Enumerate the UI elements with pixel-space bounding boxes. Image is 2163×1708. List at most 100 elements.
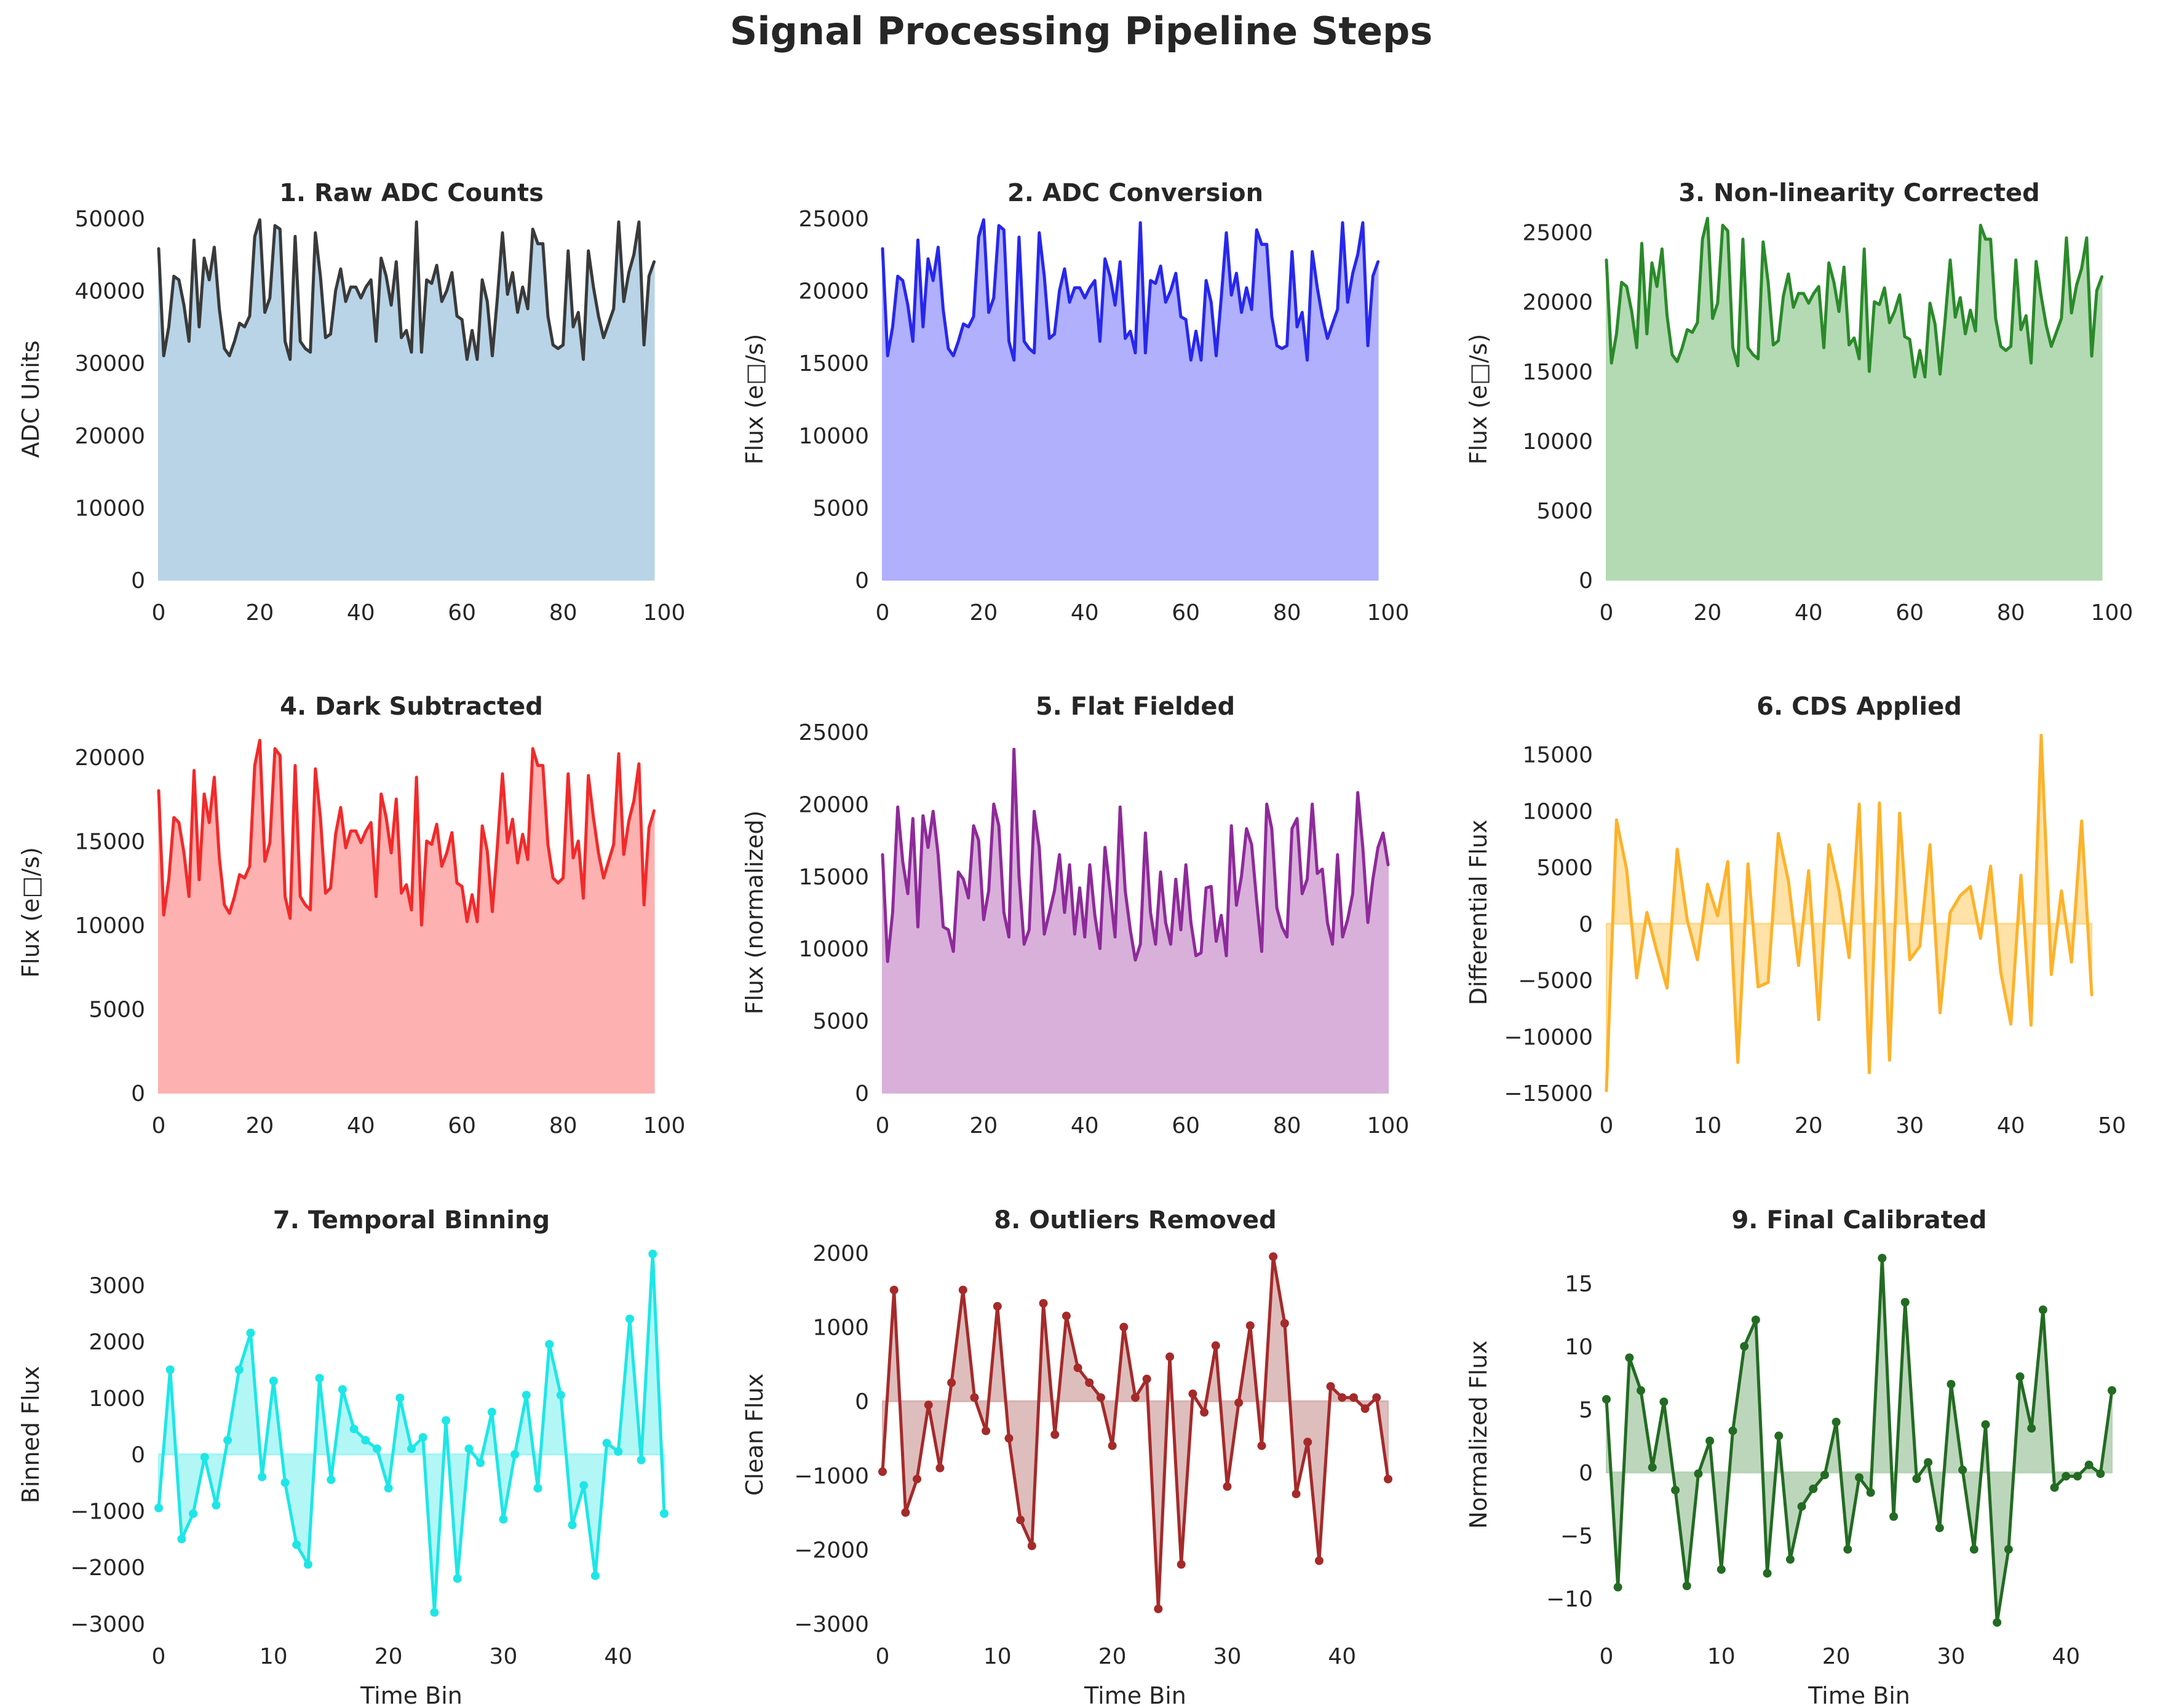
data-point — [648, 1249, 657, 1258]
data-point — [1993, 1618, 2002, 1627]
y-tick-label: 15 — [1565, 1272, 1593, 1297]
data-point — [280, 1478, 290, 1487]
data-point — [913, 1474, 922, 1484]
data-point — [1188, 1389, 1197, 1399]
y-tick-label: 0 — [131, 1081, 145, 1106]
data-point — [1774, 1431, 1784, 1440]
data-point — [1177, 1560, 1186, 1569]
data-point — [395, 1393, 405, 1402]
y-tick-label: 10000 — [1522, 799, 1593, 824]
data-point — [970, 1393, 979, 1402]
data-point — [1223, 1482, 1232, 1491]
data-point — [1797, 1502, 1806, 1511]
y-tick-label: 3000 — [89, 1273, 145, 1298]
y-tick-label: 15000 — [798, 865, 869, 890]
data-point — [1878, 1253, 1887, 1263]
data-point — [2027, 1424, 2036, 1433]
x-tick-label: 20 — [969, 600, 998, 626]
series-line — [881, 747, 1390, 963]
y-tick-label: 30000 — [74, 351, 145, 376]
x-tick-label: 80 — [1273, 600, 1301, 626]
data-point — [602, 1439, 611, 1448]
x-tick-label: 80 — [549, 600, 577, 626]
series-line — [881, 218, 1380, 362]
data-point — [637, 1455, 646, 1464]
data-point — [1659, 1397, 1669, 1407]
subplot-1: 1. Raw ADC Counts ADC Units 0 10000 20000 300… — [17, 179, 685, 626]
data-point — [165, 1365, 175, 1374]
data-point — [625, 1314, 634, 1324]
panel-title: 2. ADC Conversion — [1007, 179, 1263, 207]
data-point — [1981, 1420, 1990, 1429]
data-point — [338, 1385, 347, 1394]
y-tick-label: 50000 — [74, 207, 145, 232]
data-point — [1165, 1352, 1175, 1361]
x-tick-label: 0 — [152, 1113, 166, 1138]
y-tick-label: 10 — [1565, 1335, 1593, 1360]
x-tick-label: 60 — [1172, 600, 1200, 626]
data-point — [258, 1472, 267, 1482]
data-point — [234, 1365, 244, 1374]
data-point — [1131, 1393, 1140, 1402]
x-tick-label: 60 — [1895, 600, 1924, 626]
data-point — [1016, 1515, 1025, 1525]
x-tick-label: 20 — [1795, 1113, 1823, 1138]
panel-title: 7. Temporal Binning — [273, 1206, 550, 1234]
data-point — [1740, 1342, 1749, 1351]
x-tick-label: 0 — [152, 1644, 166, 1669]
x-tick-label: 20 — [245, 1113, 274, 1138]
y-axis-label: Flux (normalized) — [741, 811, 768, 1015]
data-point — [1682, 1581, 1691, 1591]
y-tick-label: −1000 — [70, 1499, 145, 1524]
y-tick-label: −3000 — [70, 1612, 145, 1637]
panel-title: 4. Dark Subtracted — [280, 693, 543, 721]
y-axis-label: Flux (e□/s) — [1465, 334, 1492, 465]
data-point — [510, 1450, 520, 1459]
series-line — [1605, 216, 2104, 379]
data-point — [1637, 1386, 1646, 1395]
y-tick-label: 0 — [855, 1389, 869, 1415]
data-point — [1200, 1408, 1209, 1417]
x-tick-label: 40 — [347, 600, 375, 626]
subplot-4: 4. Dark Subtracted Flux (e□/s) 0 5000 10000 1… — [17, 693, 685, 1138]
y-tick-label: 0 — [131, 1443, 145, 1468]
x-tick-label: 20 — [1822, 1644, 1851, 1669]
x-tick-label: 0 — [1600, 600, 1614, 626]
data-point — [1119, 1322, 1129, 1332]
x-tick-label: 40 — [2052, 1644, 2080, 1669]
y-tick-label: 25000 — [1522, 221, 1593, 246]
data-point — [246, 1329, 255, 1338]
series-line — [1605, 734, 2094, 1092]
panel-title: 1. Raw ADC Counts — [279, 179, 544, 207]
data-point — [2038, 1305, 2047, 1314]
data-point — [522, 1391, 531, 1400]
x-tick-label: 50 — [2098, 1113, 2126, 1138]
data-point — [2050, 1483, 2059, 1492]
data-point — [327, 1475, 336, 1484]
y-axis-label: Normalized Flux — [1465, 1340, 1492, 1529]
data-point — [476, 1458, 485, 1468]
data-point — [1717, 1565, 1726, 1574]
data-point — [533, 1484, 542, 1493]
data-point — [901, 1508, 910, 1517]
data-point — [315, 1373, 324, 1383]
y-tick-label: 0 — [855, 1081, 869, 1106]
data-point — [545, 1340, 554, 1349]
y-tick-label: 25000 — [798, 720, 869, 745]
data-point — [1625, 1353, 1634, 1362]
y-tick-label: −10 — [1546, 1587, 1593, 1612]
y-tick-label: 2000 — [812, 1241, 869, 1266]
x-tick-label: 60 — [448, 1113, 476, 1138]
series-line — [157, 218, 656, 361]
data-point — [1900, 1298, 1910, 1307]
x-tick-label: 40 — [1795, 600, 1823, 626]
x-tick-label: 100 — [643, 1113, 686, 1138]
subplot-5: 5. Flat Fielded Flux (normalized) 0 5000 100… — [741, 693, 1409, 1138]
subplot-6: 6. CDS Applied Differential Flux −15000 −10… — [1465, 693, 2126, 1138]
data-point — [1211, 1341, 1220, 1350]
x-tick-label: 20 — [969, 1113, 998, 1138]
data-point — [1935, 1523, 1944, 1533]
subplot-9: 9. Final Calibrated Normalized Flux Time B… — [1465, 1206, 2116, 1708]
x-tick-label: 40 — [1071, 1113, 1099, 1138]
data-point — [2062, 1472, 2071, 1481]
